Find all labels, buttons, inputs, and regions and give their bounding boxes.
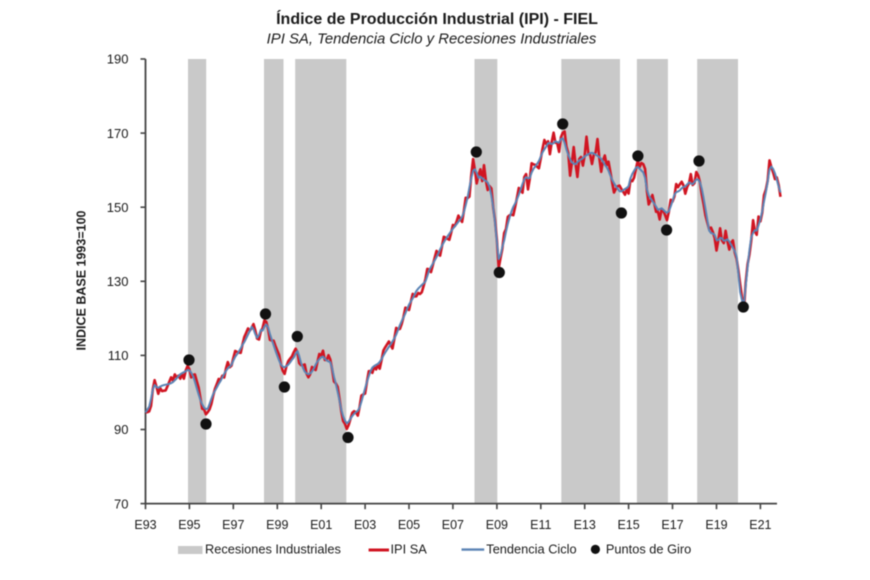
svg-text:E95: E95 — [178, 518, 200, 532]
svg-text:IPI SA: IPI SA — [391, 542, 428, 557]
svg-text:E19: E19 — [705, 518, 727, 532]
svg-text:E17: E17 — [661, 518, 683, 532]
svg-text:E97: E97 — [222, 518, 244, 532]
svg-text:E21: E21 — [749, 518, 771, 532]
svg-text:E01: E01 — [310, 518, 332, 532]
svg-text:110: 110 — [108, 348, 129, 363]
svg-text:Recesiones Industriales: Recesiones Industriales — [205, 542, 341, 557]
svg-text:130: 130 — [107, 274, 129, 289]
svg-text:E07: E07 — [442, 518, 464, 532]
svg-text:E03: E03 — [354, 518, 376, 532]
svg-text:Tendencia Ciclo: Tendencia Ciclo — [486, 542, 576, 557]
svg-text:IPI SA, Tendencia Ciclo y Rece: IPI SA, Tendencia Ciclo y Recesiones Ind… — [267, 32, 597, 48]
svg-text:E99: E99 — [266, 518, 288, 532]
svg-text:E15: E15 — [617, 518, 639, 532]
svg-text:190: 190 — [107, 52, 129, 67]
svg-text:Índice de Producción Industria: Índice de Producción Industrial (IPI) - … — [276, 9, 598, 28]
svg-text:E05: E05 — [398, 518, 420, 532]
svg-text:150: 150 — [107, 200, 129, 215]
svg-text:E09: E09 — [486, 518, 508, 532]
svg-text:170: 170 — [107, 126, 129, 141]
svg-text:E93: E93 — [134, 518, 156, 532]
svg-text:E11: E11 — [530, 518, 551, 532]
svg-text:70: 70 — [114, 496, 128, 511]
svg-text:INDICE BASE 1993=100: INDICE BASE 1993=100 — [75, 210, 89, 350]
svg-text:Puntos de Giro: Puntos de Giro — [606, 542, 691, 557]
svg-text:90: 90 — [114, 422, 128, 437]
svg-text:E13: E13 — [574, 518, 596, 532]
